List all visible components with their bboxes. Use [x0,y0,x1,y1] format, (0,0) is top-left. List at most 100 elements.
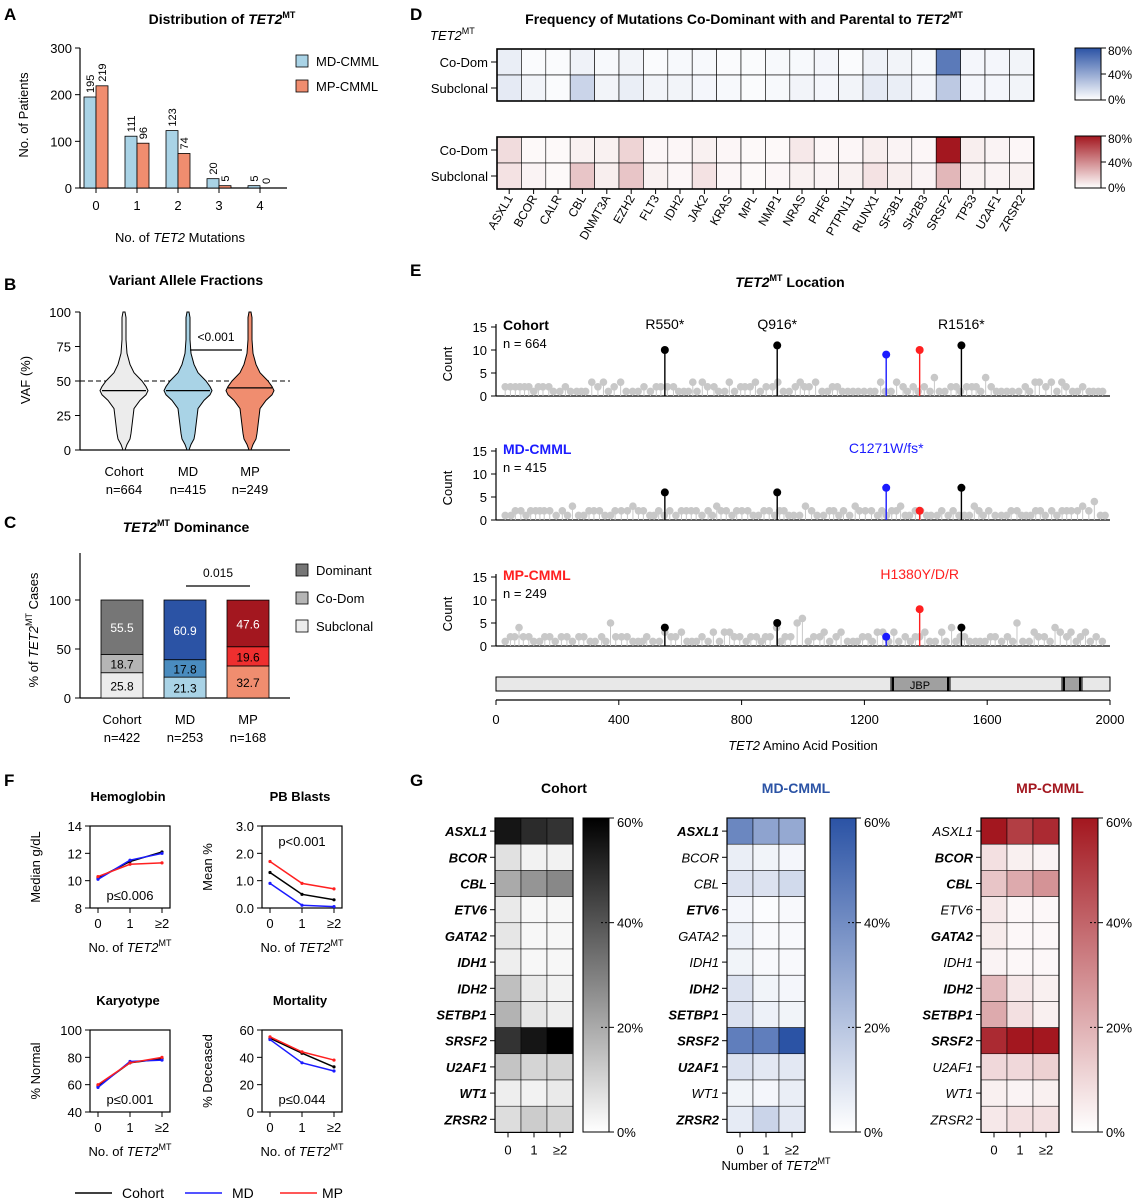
e-grey-point [1067,628,1075,636]
e-grey-point [894,637,903,646]
e-grey-point [715,637,724,646]
d-gene-label: MPL [735,192,760,221]
c-seg-subclonal-Cohort [100,672,144,699]
e-grey-point [896,502,905,511]
panel-letter-f: F [4,771,14,790]
e-grey-point [837,628,845,636]
d-heat-mp-cell-Co-Dom-NRAS [789,136,815,164]
e-grey-point [568,637,577,646]
f-point-md [332,1069,336,1073]
legend-label-mp: MP-CMML [316,79,378,94]
g-cell-md-CBL-2 [778,870,806,897]
e-grey-point [976,387,985,396]
d-heat-mp-cell-Co-Dom-TP53 [960,136,986,164]
e-grey-point [890,628,898,636]
c-seg-dominant-MD [163,599,207,661]
c-group-label: MP [238,712,258,727]
f-line-md [269,1038,335,1072]
a-ytick-label: 0 [65,181,72,196]
panel-c-xlabels: Cohort n=422 MD n=253 MP n=168 [102,712,266,745]
g-gene-label: ETV6 [454,903,487,918]
e-grey-point [1047,378,1056,387]
d-heat-md-cell-Co-Dom-PHF6 [813,48,839,76]
f-chart-ylabel: % Deceased [200,1034,215,1108]
d-heat-mp-cell-Co-Dom-MPL [740,136,766,164]
e-grey-point [1098,637,1107,646]
e-grey-point [760,507,768,515]
panel-g-xlabel: Number of TET2MT [721,1156,831,1173]
e-grey-point [622,387,630,396]
d-heat-md-cell-Co-Dom-CALR [545,48,571,76]
g-cell-md-ETV6-0 [726,896,754,924]
a-bar-md-1 [124,135,138,189]
d-heat-mp-cell-Subclonal-TP53 [960,162,986,190]
b-ytick-label: 100 [49,305,71,320]
panel-e-xlabel: TET2 Amino Acid Position [728,738,878,753]
g-gene-label: GATA2 [678,929,719,944]
g-gene-label: SRSF2 [931,1034,974,1049]
a-bar-md-2 [165,130,179,189]
panel-e: E TET2MT Location 0 5 10 15 Count Cohort n = 6… [410,261,1124,753]
d-heat-md-cell-Subclonal-ZRSR2 [1009,74,1035,102]
c-seg-label-dominant: 55.5 [110,621,134,635]
e-grey-point [629,637,637,646]
g-scale-label: 60% [864,815,890,830]
panel-b-yticks: 0 25 50 75 100 [49,305,80,458]
f-ytick-label: 12 [68,846,82,861]
f-xlabel: No. of TET2MT [88,1142,172,1159]
legend-swatch-md [295,54,309,68]
g-cell-mp-CBL-2 [1032,870,1060,897]
g-xtick-label: ≥2 [553,1142,567,1157]
b-group-n: n=249 [232,482,269,497]
e-grey-point [545,633,554,641]
e-hotspot-point [660,488,669,497]
d-heat-mp-cell-Co-Dom-DNMT3A [594,136,620,164]
e-hotspot-point [773,619,782,627]
g-cell-mp-IDH2-1 [1006,974,1034,1002]
e-grey-point [601,511,609,520]
panel-b-pvalue: <0.001 [197,330,234,344]
e-grey-point [1053,387,1061,396]
g-cell-cohort-SRSF2-2 [546,1027,574,1055]
g-cell-md-ETV6-1 [752,896,780,924]
e-grey-point [725,628,734,636]
g-cell-mp-IDH1-0 [980,948,1008,976]
g-heatmap-mp: MP-CMML ASXL1 BCOR CBL ETV6 GATA2 IDH1 IDH2 SETB… [922,780,1132,1157]
a-bar-label-mp-2: 74 [179,137,191,149]
g-cell-md-SRSF2-0 [726,1027,754,1055]
f-xtick-label: 1 [298,916,305,931]
g-cell-md-SRSF2-2 [778,1027,806,1055]
e-track-Cohort: 0 5 10 15 Count Cohort n = 664 R550* Q916* R1516* [440,316,1110,404]
g-color-scale-md [829,817,857,1133]
f-ytick-label: 2.0 [236,846,254,861]
g-heatmap-md: MD-CMML ASXL1 BCOR CBL ETV6 GATA2 IDH1 IDH2 SETB… [668,780,890,1157]
e-xtick-label: 0 [492,712,499,727]
panel-d-scale-blue: 80% 40% 0% [1074,44,1132,107]
g-gene-label: SETBP1 [668,1008,719,1023]
g-cell-mp-CBL-1 [1006,870,1034,897]
e-grey-point [809,633,818,641]
e-grey-point [965,637,974,646]
e-grey-point [791,383,800,391]
e-track-n: n = 664 [503,336,547,351]
e-grey-point [905,511,914,520]
e-ylabel: Count [440,596,455,631]
a-xtick-label: 3 [215,198,222,213]
e-grey-point [529,637,538,646]
d-gene-label: CBL [565,192,589,219]
scale-red-label-0: 0% [1108,181,1126,195]
g-gene-label: ETV6 [686,903,719,918]
g-cell-mp-SRSF2-1 [1006,1027,1034,1055]
g-gene-label: BCOR [681,850,719,865]
e-grey-point [849,387,857,396]
f-xtick-label: 0 [266,916,273,931]
c-ytick-label: 100 [49,593,71,608]
g-cell-cohort-IDH2-0 [494,974,522,1002]
g-scale-label: 40% [1106,916,1132,931]
e-grey-point [511,507,520,515]
legend-md: MD [232,1185,254,1200]
d-heat-md-cell-Subclonal-BCOR [521,74,547,102]
d-heat-mp-cell-Co-Dom-EZH2 [618,136,644,164]
